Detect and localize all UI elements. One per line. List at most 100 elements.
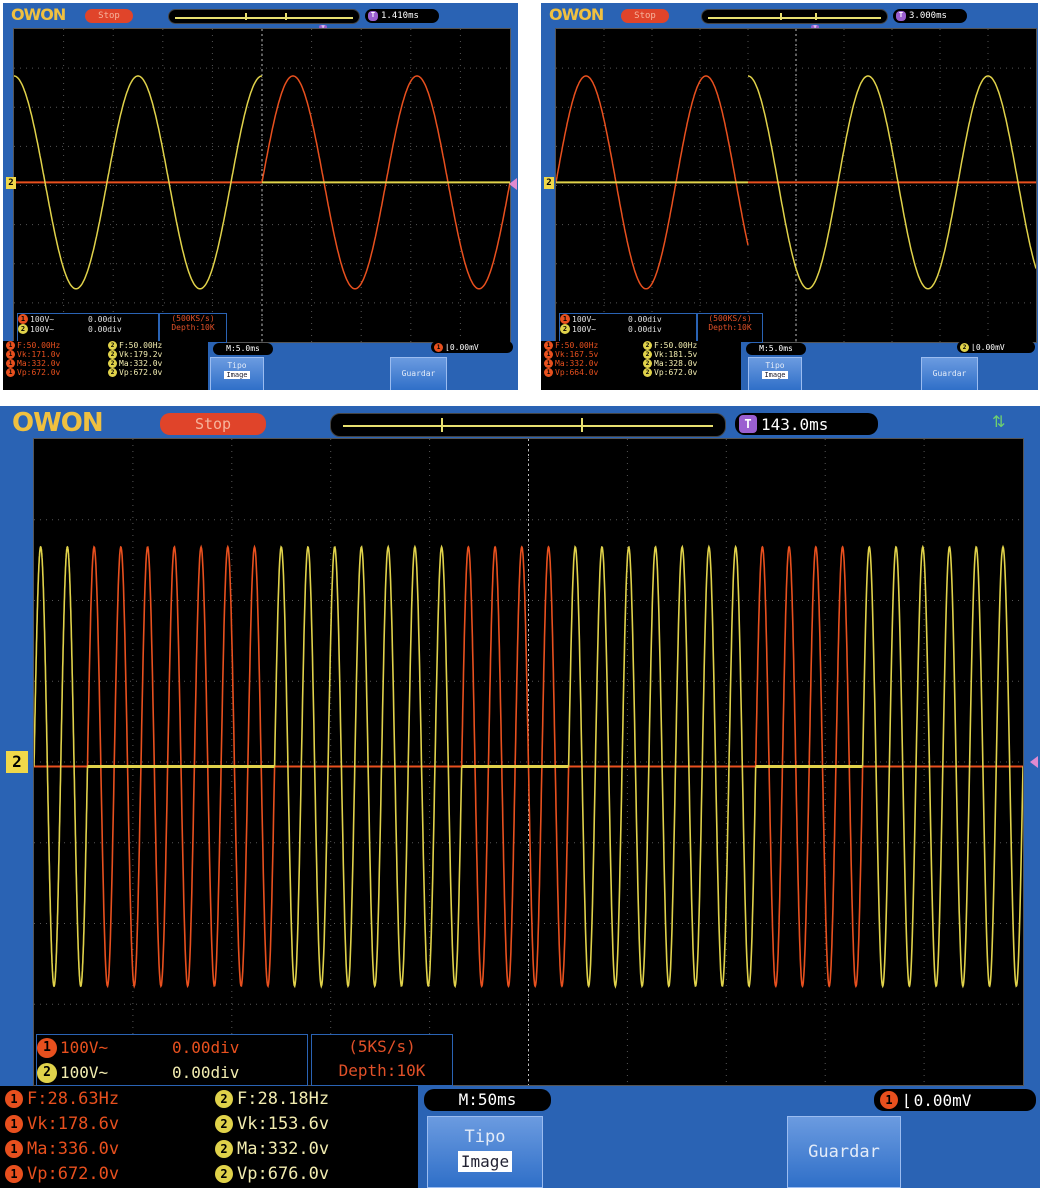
waveform-display [33, 438, 1024, 1086]
waveform-display [13, 28, 511, 343]
ch2-burst-waveform [34, 545, 89, 988]
trigger-time-box: T 1.410ms [365, 9, 439, 23]
falling-edge-icon: ⌊ [971, 342, 976, 352]
tipo-button[interactable]: Tipo Image [427, 1116, 543, 1188]
ch1-vk: 1 Vk:167.5v [544, 350, 598, 359]
acquisition-info-box: (500KS/s) Depth:10K [159, 313, 227, 343]
trigger-source-icon: 1 [880, 1091, 898, 1109]
guardar-button[interactable]: Guardar [390, 357, 447, 390]
top-bar: OWON Stop T 1.410ms [3, 3, 518, 29]
run-status-badge[interactable]: Stop [160, 413, 266, 435]
run-status-badge[interactable]: Stop [85, 9, 133, 23]
ch2-burst-waveform [861, 544, 1023, 989]
ch1-scale: 100V~ [572, 314, 597, 324]
ch1-vp: 1 Vp:672.0v [5, 1161, 119, 1186]
ch2-icon: 2 [215, 1139, 233, 1158]
ch1-ma: 1 Ma:332.0v [544, 359, 598, 368]
sample-rate: (500KS/s) [171, 314, 215, 323]
tipo-label: Tipo [765, 361, 785, 370]
ch1-icon: 1 [18, 314, 28, 324]
trigger-source-icon: 2 [960, 342, 969, 352]
ch1-frequency: 1 F:50.00Hz [6, 341, 60, 350]
trigger-level-marker[interactable] [509, 178, 517, 190]
ch2-icon: 2 [37, 1062, 57, 1083]
ch1-offset: 0.00div [628, 314, 662, 324]
ch1-icon: 1 [560, 314, 570, 324]
ch2-scale: 100V~ [60, 1063, 109, 1082]
ch2-ground-marker[interactable]: 2 [6, 177, 16, 189]
trigger-time-box: T 143.0ms [735, 413, 878, 435]
ch2-setting-row: 2 100V~ 0.00div [18, 324, 158, 334]
run-status-badge[interactable]: Stop [621, 9, 669, 23]
ch2-icon: 2 [643, 368, 652, 377]
trigger-position-icon: T [739, 415, 757, 433]
ch2-waveform [14, 75, 262, 290]
trigger-level-box: 1 ⌊ 0.00mV [431, 341, 513, 353]
ch1-offset: 0.00div [88, 314, 122, 324]
ch1-icon: 1 [6, 350, 15, 359]
trigger-level-box: 2 ⌊ 0.00mV [957, 341, 1035, 353]
ch2-ma: 2 Ma:328.0v [643, 359, 697, 368]
memory-depth: Depth:10K [338, 1061, 426, 1080]
trigger-level-value: 0.00mV [913, 1090, 972, 1110]
ch1-icon: 1 [544, 341, 553, 350]
trigger-level-marker[interactable] [1030, 756, 1038, 768]
ch2-scale: 100V~ [572, 324, 597, 334]
memory-position-bar[interactable] [168, 9, 360, 24]
trigger-time-value: 3.000ms [909, 11, 947, 21]
ch2-frequency: 2 F:50.00Hz [643, 341, 697, 350]
ch1-ma: 1 Ma:336.0v [5, 1136, 119, 1161]
ch2-ground-marker[interactable]: 2 [544, 177, 554, 189]
timebase-box: M:5.0ms [213, 343, 273, 355]
image-value: Image [457, 1151, 513, 1172]
memory-position-bar[interactable] [330, 413, 726, 437]
memory-depth: Depth:10K [708, 323, 752, 332]
ch2-setting-row: 2 100V~ 0.00div [37, 1060, 307, 1085]
sample-rate: (5KS/s) [348, 1037, 416, 1056]
ch1-icon: 1 [5, 1139, 23, 1158]
ch1-ma: 1 Ma:332.0v [6, 359, 60, 368]
trigger-position-icon: T [896, 11, 906, 21]
image-value: Image [762, 371, 788, 379]
top-bar: OWON Stop T 143.0ms ⇅ [0, 406, 1040, 438]
ch2-offset: 0.00div [628, 324, 662, 334]
timebase-box: M:5.0ms [746, 343, 806, 355]
ch2-icon: 2 [215, 1114, 233, 1133]
ch1-icon: 1 [544, 359, 553, 368]
ch2-scale: 100V~ [30, 324, 55, 334]
tipo-label: Tipo [227, 361, 247, 370]
ch1-icon: 1 [544, 350, 553, 359]
memory-position-bar[interactable] [701, 9, 888, 24]
ch2-frequency: 2 F:28.18Hz [215, 1086, 329, 1111]
ch1-vp: 1 Vp:664.0v [544, 368, 598, 377]
ch1-frequency: 1 F:28.63Hz [5, 1086, 119, 1111]
ch1-vp: 1 Vp:672.0v [6, 368, 60, 377]
ch2-icon: 2 [643, 350, 652, 359]
ch1-setting-row: 1 100V~ 0.00div [18, 314, 158, 324]
ch2-waveform [748, 75, 1036, 290]
ch2-ma: 2 Ma:332.0v [108, 359, 162, 368]
ch1-setting-row: 1 100V~ 0.00div [560, 314, 696, 324]
ch2-ma: 2 Ma:332.0v [215, 1136, 329, 1161]
ch2-icon: 2 [18, 324, 28, 334]
acquisition-info-box: (5KS/s) Depth:10K [311, 1034, 453, 1086]
trigger-level-value: 0.00mV [975, 342, 1005, 352]
guardar-button[interactable]: Guardar [921, 357, 978, 390]
ch1-icon: 1 [6, 341, 15, 350]
timebase-box: M:50ms [424, 1089, 551, 1111]
brand-logo: OWON [11, 5, 66, 24]
ch1-icon: 1 [37, 1037, 57, 1058]
ch1-setting-row: 1 100V~ 0.00div [37, 1035, 307, 1060]
ch2-vk: 2 Vk:153.6v [215, 1111, 329, 1136]
ch1-waveform [556, 75, 749, 290]
ch2-icon: 2 [215, 1164, 233, 1183]
ch2-burst-waveform [273, 544, 463, 989]
ch2-ground-marker[interactable]: 2 [6, 751, 28, 773]
tipo-button[interactable]: Tipo Image [210, 357, 264, 390]
tipo-button[interactable]: Tipo Image [748, 357, 802, 390]
memory-depth: Depth:10K [171, 323, 215, 332]
ch1-frequency: 1 F:50.00Hz [544, 341, 598, 350]
guardar-button[interactable]: Guardar [787, 1116, 901, 1188]
ch2-vp: 2 Vp:676.0v [215, 1161, 329, 1186]
brand-logo: OWON [549, 5, 604, 24]
